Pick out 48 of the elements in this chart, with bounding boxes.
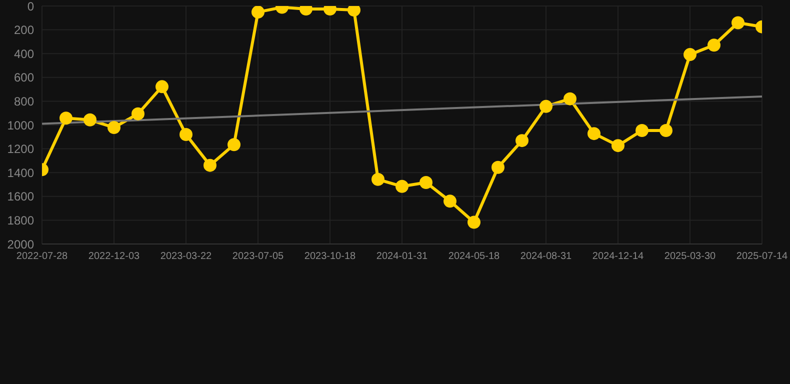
x-tick-label: 2024-08-31 bbox=[520, 251, 572, 262]
point bbox=[132, 107, 144, 120]
point bbox=[252, 6, 264, 19]
y-tick-label: 800 bbox=[14, 94, 34, 108]
y-tick-label: 200 bbox=[14, 23, 34, 38]
y-tick-label: 1600 bbox=[7, 190, 34, 204]
point bbox=[540, 100, 552, 113]
point bbox=[180, 128, 192, 142]
x-tick-label: 2022-12-03 bbox=[88, 251, 140, 262]
point bbox=[588, 127, 600, 140]
point bbox=[396, 180, 408, 193]
y-tick-label: 1200 bbox=[7, 142, 34, 156]
point bbox=[228, 138, 240, 152]
point bbox=[372, 172, 384, 186]
point bbox=[60, 112, 72, 125]
point bbox=[708, 38, 720, 52]
point bbox=[516, 134, 528, 148]
x-tick-label: 2024-01-31 bbox=[376, 251, 428, 262]
x-tick-label: 2024-12-14 bbox=[592, 251, 644, 262]
point bbox=[84, 113, 96, 126]
point bbox=[156, 80, 168, 94]
y-tick-label: 1000 bbox=[7, 118, 34, 132]
point bbox=[444, 194, 456, 208]
point bbox=[612, 139, 624, 152]
y-tick-label: 0 bbox=[27, 0, 34, 14]
point bbox=[492, 160, 504, 174]
point bbox=[732, 16, 744, 30]
point bbox=[468, 216, 480, 229]
x-tick-label: 2023-03-22 bbox=[160, 251, 212, 262]
point bbox=[564, 92, 576, 106]
y-tick-label: 1800 bbox=[7, 213, 34, 228]
x-tick-label: 2025-07-14 bbox=[736, 251, 788, 262]
x-tick-label: 2022-07-28 bbox=[16, 251, 68, 262]
x-tick-label: 2023-10-18 bbox=[304, 251, 356, 262]
y-tick-label: 600 bbox=[14, 70, 34, 85]
point bbox=[348, 6, 360, 17]
y-tick-label: 400 bbox=[14, 46, 34, 61]
x-tick-label: 2024-05-18 bbox=[448, 251, 500, 262]
point bbox=[660, 124, 672, 137]
x-tick-label: 2023-07-05 bbox=[232, 251, 284, 262]
point bbox=[204, 158, 216, 172]
x-tick-label: 2025-03-30 bbox=[664, 251, 716, 262]
point bbox=[420, 176, 432, 189]
point bbox=[636, 124, 648, 137]
point bbox=[108, 121, 120, 134]
y-tick-label: 1400 bbox=[7, 166, 34, 180]
y-tick-label: 2000 bbox=[7, 237, 34, 252]
point bbox=[684, 48, 696, 62]
